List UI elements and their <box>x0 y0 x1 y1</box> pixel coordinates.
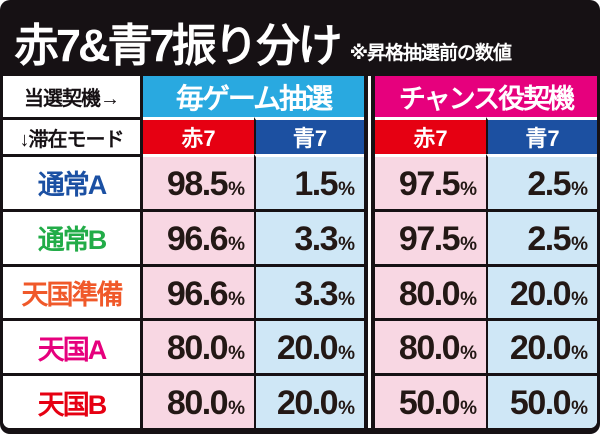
value-cell: 96.6% <box>143 263 254 319</box>
percent-sign: % <box>338 179 355 200</box>
value-cell: 80.0% <box>143 318 254 374</box>
value-cell: 80.0% <box>375 263 486 319</box>
title-bar: 赤7&青7振り分け ※昇格抽選前の数値 <box>0 0 600 76</box>
value-number: 1.5 <box>294 165 338 203</box>
group-header-chance-role: チャンス役契機 <box>375 76 597 117</box>
subheader-blue7-left: 青7 <box>254 117 364 154</box>
mode-label: 通常A <box>3 154 143 209</box>
mode-label: 通常B <box>3 208 143 264</box>
value-number: 50.0 <box>398 384 461 423</box>
value-cell: 80.0% <box>143 373 254 428</box>
page-title: 赤7&青7振り分け <box>14 20 343 71</box>
value-number: 20.0 <box>509 329 572 368</box>
value-cell: 97.5% <box>375 208 486 264</box>
value-cell: 3.3% <box>254 263 364 319</box>
subheader-red7-right: 赤7 <box>375 117 486 154</box>
percent-sign: % <box>571 179 588 200</box>
value-number: 80.0 <box>398 329 461 368</box>
percent-sign: % <box>460 179 477 200</box>
value-cell: 20.0% <box>254 318 364 374</box>
value-number: 96.6 <box>166 274 229 313</box>
group-separator <box>364 76 375 428</box>
mode-label: 天国B <box>3 373 143 428</box>
subheader-red7-left: 赤7 <box>143 117 254 154</box>
value-number: 98.5 <box>166 165 229 203</box>
percent-sign: % <box>460 343 477 365</box>
percent-sign: % <box>571 233 588 255</box>
percent-sign: % <box>571 343 588 365</box>
value-cell: 20.0% <box>254 373 364 428</box>
corner-header-trigger: 当選契機→ <box>3 76 143 117</box>
percent-sign: % <box>571 398 588 420</box>
percent-sign: % <box>338 343 355 365</box>
mode-label: 天国A <box>3 318 143 374</box>
group-header-every-game: 毎ゲーム抽選 <box>143 76 364 117</box>
subheader-blue7-right: 青7 <box>486 117 597 154</box>
value-number: 80.0 <box>166 329 229 368</box>
title-note: ※昇格抽選前の数値 <box>349 43 512 64</box>
value-cell: 2.5% <box>486 208 597 264</box>
value-cell: 3.3% <box>254 208 364 264</box>
value-number: 80.0 <box>398 274 461 313</box>
percent-sign: % <box>338 288 355 310</box>
value-number: 97.5 <box>398 165 461 203</box>
value-number: 20.0 <box>509 274 572 313</box>
percent-sign: % <box>228 179 245 200</box>
value-number: 96.6 <box>166 219 229 258</box>
value-cell: 50.0% <box>375 373 486 428</box>
percent-sign: % <box>228 343 245 365</box>
corner-header-mode: ↓滞在モード <box>3 117 143 154</box>
value-cell: 50.0% <box>486 373 597 428</box>
percent-sign: % <box>460 288 477 310</box>
percent-sign: % <box>571 288 588 310</box>
value-number: 3.3 <box>294 219 338 258</box>
value-cell: 96.6% <box>143 208 254 264</box>
value-number: 2.5 <box>527 165 571 203</box>
mode-label: 天国準備 <box>3 263 143 319</box>
value-number: 3.3 <box>294 274 338 313</box>
value-number: 20.0 <box>276 329 339 368</box>
value-cell: 1.5% <box>254 154 364 209</box>
distribution-table: 当選契機→ 毎ゲーム抽選 チャンス役契機 ↓滞在モード 赤7 青7 赤7 青7 … <box>3 76 597 428</box>
percent-sign: % <box>460 398 477 420</box>
value-cell: 98.5% <box>143 154 254 209</box>
value-number: 80.0 <box>166 384 229 423</box>
percent-sign: % <box>228 398 245 420</box>
percent-sign: % <box>460 233 477 255</box>
value-cell: 20.0% <box>486 263 597 319</box>
value-cell: 80.0% <box>375 318 486 374</box>
value-cell: 2.5% <box>486 154 597 209</box>
value-number: 50.0 <box>509 384 572 423</box>
percent-sign: % <box>228 288 245 310</box>
percent-sign: % <box>338 233 355 255</box>
value-number: 2.5 <box>527 219 571 258</box>
value-cell: 97.5% <box>375 154 486 209</box>
percent-sign: % <box>228 233 245 255</box>
value-number: 97.5 <box>398 219 461 258</box>
value-cell: 20.0% <box>486 318 597 374</box>
percent-sign: % <box>338 398 355 420</box>
value-number: 20.0 <box>276 384 339 423</box>
